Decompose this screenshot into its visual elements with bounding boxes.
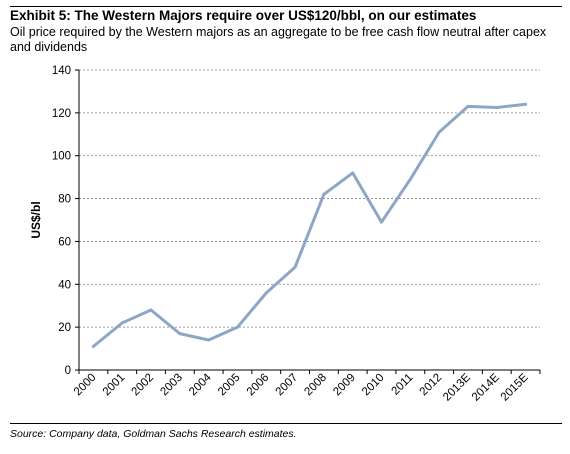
x-tick-label: 2006 xyxy=(245,372,272,399)
x-tick-label: 2011 xyxy=(389,372,415,398)
y-tick-label: 60 xyxy=(58,236,71,248)
x-tick-label: 2007 xyxy=(274,372,301,399)
data-point xyxy=(120,321,124,325)
grid-lines xyxy=(79,69,540,328)
y-tick-label: 40 xyxy=(58,279,71,291)
data-point xyxy=(264,291,268,295)
source-note: Source: Company data, Goldman Sachs Rese… xyxy=(10,428,297,440)
data-point xyxy=(351,171,355,175)
x-tick-label: 2004 xyxy=(187,371,214,398)
data-point xyxy=(293,265,297,269)
chart-title: Exhibit 5: The Western Majors require ov… xyxy=(10,8,477,23)
data-point xyxy=(437,130,441,134)
y-tick-labels: 0 20 40 60 80 100 120 140 xyxy=(52,65,71,377)
x-tick-label: 2015E xyxy=(499,371,531,403)
bottom-rule xyxy=(10,423,562,424)
x-tick-label: 2009 xyxy=(331,372,358,399)
x-tick-label: 2003 xyxy=(158,372,185,399)
data-point xyxy=(91,344,95,348)
x-tick-label: 2014E xyxy=(470,371,502,403)
data-point xyxy=(408,177,412,181)
y-tick-label: 140 xyxy=(52,65,71,77)
data-point xyxy=(207,338,211,342)
x-tick-labels: 2000 2001 2002 2003 2004 2005 2006 2007 2008 2009… xyxy=(72,371,531,403)
y-tick-label: 100 xyxy=(52,151,71,163)
axes xyxy=(75,69,541,374)
x-tick-label: 2005 xyxy=(216,372,243,399)
data-point xyxy=(322,192,326,196)
x-tick-label: 2013E xyxy=(441,371,473,403)
y-tick-label: 80 xyxy=(58,194,71,206)
series-line xyxy=(91,102,528,348)
x-tick-label: 2010 xyxy=(360,372,387,399)
y-axis-label: US$/bl xyxy=(29,201,43,238)
y-tick-label: 120 xyxy=(52,108,71,120)
data-point xyxy=(149,308,153,312)
data-point xyxy=(235,325,239,329)
x-tick-label: 2008 xyxy=(302,372,329,399)
top-rule xyxy=(10,6,562,7)
x-tick-label: 2000 xyxy=(72,372,99,399)
data-point xyxy=(178,332,182,336)
series-layer xyxy=(91,102,528,348)
data-point xyxy=(466,104,470,108)
y-tick-label: 20 xyxy=(58,322,71,334)
y-tick-label: 0 xyxy=(65,365,71,377)
x-tick-label: 2012 xyxy=(418,372,445,399)
chart-subtitle: Oil price required by the Western majors… xyxy=(10,25,547,54)
data-point xyxy=(495,106,499,109)
data-point xyxy=(380,220,384,224)
data-point xyxy=(524,102,528,106)
x-tick-label: 2001 xyxy=(101,372,128,399)
x-tick-label: 2002 xyxy=(130,372,157,399)
